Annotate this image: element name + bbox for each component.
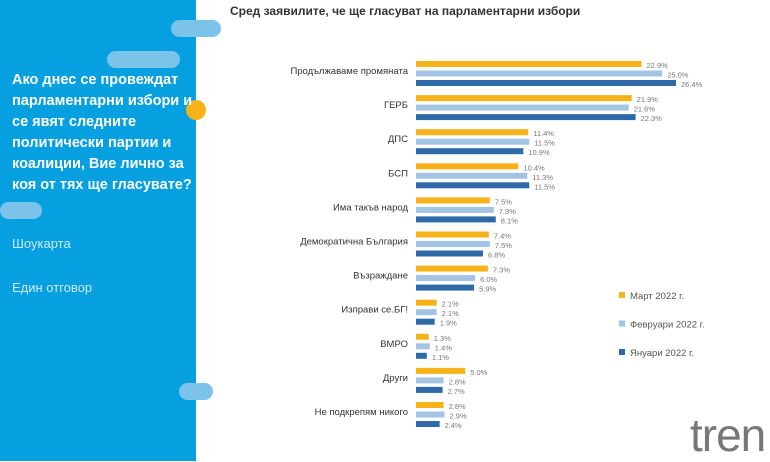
data-label: 7.9% <box>499 207 516 216</box>
data-label: 25.0% <box>667 71 689 80</box>
bar <box>416 333 429 340</box>
bar <box>416 216 496 223</box>
bar <box>416 411 445 418</box>
bar <box>416 70 663 77</box>
category-label: ВМРО <box>380 339 408 350</box>
data-label: 7.4% <box>494 232 511 241</box>
bar <box>416 129 529 136</box>
data-label: 2.8% <box>449 377 466 386</box>
category-label: Продължаваме промяната <box>290 66 408 77</box>
bar <box>416 343 430 350</box>
data-label: 2.4% <box>445 421 462 430</box>
decor-pill <box>107 51 180 68</box>
bar <box>416 182 530 189</box>
bar <box>416 197 490 204</box>
legend-swatch <box>619 349 625 355</box>
bar <box>416 309 437 316</box>
data-label: 1.3% <box>434 334 451 343</box>
bar <box>416 318 435 325</box>
bar <box>416 172 528 179</box>
data-label: 10.4% <box>523 163 545 172</box>
category-label: Изправи се.БГ! <box>341 305 408 316</box>
decor-pill <box>179 383 213 400</box>
brand-logo: tren <box>690 409 766 461</box>
category-label: БСП <box>388 168 408 179</box>
bar <box>416 114 636 121</box>
bar <box>416 138 530 145</box>
bar <box>416 284 475 291</box>
legend-swatch <box>619 320 625 327</box>
data-label: 10.9% <box>528 148 550 157</box>
bar <box>416 377 444 384</box>
decor-dot <box>186 100 206 120</box>
category-label: Има такъв народ <box>333 202 408 213</box>
data-label: 1.4% <box>435 343 452 352</box>
chart-title: Сред заявилите, че ще гласуват на парлам… <box>230 4 581 18</box>
question-panel <box>0 0 196 461</box>
category-label: ДПС <box>388 134 408 145</box>
data-label: 7.5% <box>495 241 512 250</box>
bar <box>416 163 519 170</box>
data-label: 7.3% <box>493 266 510 275</box>
bar <box>416 299 437 306</box>
data-label: 22.9% <box>647 61 669 70</box>
data-label: 21.6% <box>634 105 656 114</box>
data-label: 21.9% <box>637 95 659 104</box>
legend-swatch <box>619 292 625 298</box>
bar <box>416 80 676 86</box>
category-label: Демократична България <box>300 237 408 248</box>
bar <box>416 421 440 427</box>
bar <box>416 241 490 247</box>
data-label: 1.1% <box>432 353 449 362</box>
legend-label: Февруари 2022 г. <box>630 320 705 331</box>
data-label: 11.5% <box>534 182 555 191</box>
category-label: Не подкрепям никого <box>315 407 408 418</box>
data-label: 26.4% <box>681 80 703 89</box>
data-label: 7.5% <box>495 197 512 206</box>
question-text: Ако днес се провеждат парламентарни избо… <box>12 72 193 193</box>
data-label: 5.9% <box>479 285 496 294</box>
bar <box>416 104 629 111</box>
data-label: 1.9% <box>440 319 457 328</box>
bar <box>416 231 489 238</box>
data-label: 2.9% <box>450 412 467 421</box>
bar <box>416 148 524 155</box>
legend-label: Март 2022 г. <box>630 291 684 302</box>
bar <box>416 61 642 67</box>
bar <box>416 352 427 359</box>
category-label: ГЕРБ <box>384 100 408 111</box>
data-label: 11.5% <box>534 139 555 148</box>
bar <box>416 95 632 102</box>
data-label: 5.0% <box>470 368 487 377</box>
data-label: 2.1% <box>442 300 459 309</box>
showcard-note: Шоукарта <box>12 236 71 251</box>
data-label: 2.1% <box>442 309 459 318</box>
legend-label: Януари 2022 г. <box>630 348 694 359</box>
bar <box>416 206 494 213</box>
answer-note: Един отговор <box>12 280 93 295</box>
category-label: Възраждане <box>353 271 408 282</box>
decor-pill <box>171 20 221 37</box>
data-label: 2.7% <box>448 387 465 396</box>
data-label: 6.8% <box>488 251 505 260</box>
data-label: 8.1% <box>501 216 518 225</box>
bar <box>416 386 443 393</box>
bar <box>416 275 476 282</box>
bar <box>416 402 444 408</box>
bar <box>416 250 483 257</box>
bar <box>416 367 466 374</box>
data-label: 11.3% <box>532 173 553 182</box>
decor-pill <box>0 202 42 219</box>
data-label: 2.8% <box>449 402 466 411</box>
data-label: 6.0% <box>480 275 497 284</box>
data-label: 11.4% <box>533 129 554 138</box>
data-label: 22.3% <box>641 114 663 123</box>
category-label: Други <box>383 373 408 384</box>
bar <box>416 265 488 272</box>
